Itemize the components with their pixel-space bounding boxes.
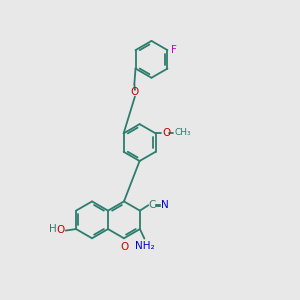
Text: C: C <box>149 200 156 210</box>
Text: O: O <box>56 225 65 235</box>
Text: CH₃: CH₃ <box>175 128 191 137</box>
Text: O: O <box>131 87 139 97</box>
Text: O: O <box>120 242 129 252</box>
Text: O: O <box>162 128 171 138</box>
Text: NH₂: NH₂ <box>135 241 154 251</box>
Text: F: F <box>171 45 177 55</box>
Text: N: N <box>161 200 169 210</box>
Text: H: H <box>49 224 57 234</box>
